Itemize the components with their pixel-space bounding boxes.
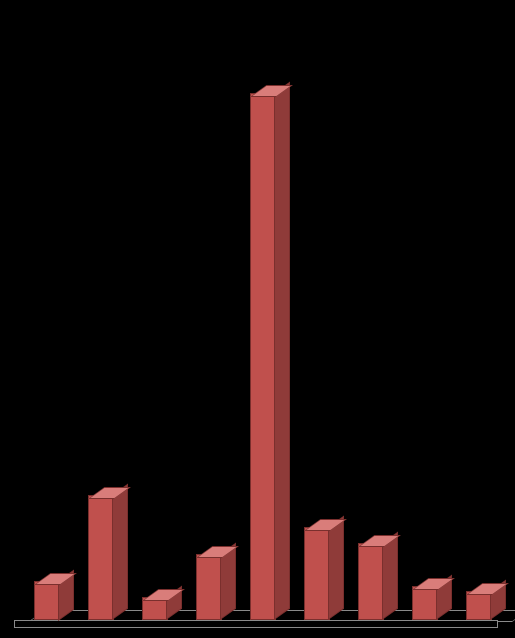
bar-front (304, 527, 330, 620)
bar-E (250, 95, 274, 620)
bar-front (34, 581, 60, 621)
bar-front (412, 586, 438, 620)
bar-C (142, 599, 166, 620)
bar-F (304, 529, 328, 620)
bar-I (466, 593, 490, 620)
bar-A (34, 583, 58, 621)
bar-H (412, 588, 436, 620)
bar-front (358, 543, 384, 620)
bar-front (466, 591, 492, 620)
bar-front (88, 495, 114, 620)
bar-front (196, 554, 222, 620)
bar-side (328, 516, 344, 620)
bar-D (196, 556, 220, 620)
chart-stage (0, 0, 515, 638)
bar-front (250, 93, 276, 620)
chart-floor-front (14, 620, 498, 628)
bar-side (274, 82, 290, 620)
bar-side (112, 483, 128, 620)
bar-G (358, 545, 382, 620)
bar-B (88, 497, 112, 620)
